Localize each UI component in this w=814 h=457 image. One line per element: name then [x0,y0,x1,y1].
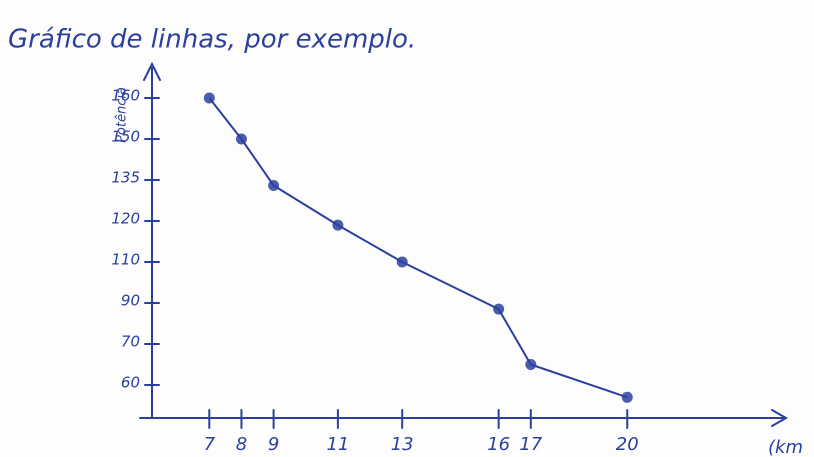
y-tick-label: 135 [111,169,140,187]
x-tick-label: 11 [326,434,349,455]
y-tick-label: 160 [111,87,140,105]
data-point [236,134,247,145]
chart: Gráfico de linhas, por exemplo. Potência… [0,0,814,457]
x-axis-label: (km [768,437,803,457]
y-tick-label: 150 [111,128,140,146]
y-tick-label: 110 [111,251,140,269]
x-tick-label: 8 [236,434,247,455]
y-axis [144,64,160,418]
x-tick-label: 20 [616,434,639,455]
data-point [204,93,215,104]
data-point [622,392,633,403]
y-tick-label: 60 [121,374,140,392]
data-point [268,180,279,191]
page: Gráfico de linhas, por exemplo. Potência… [0,0,814,457]
y-tick-label: 90 [121,292,140,310]
chart-title: Gráfico de linhas, por exemplo. [8,25,416,55]
x-tick-label: 7 [204,434,216,455]
data-point [493,304,504,315]
y-tick-label: 70 [121,333,140,351]
data-point [397,257,408,268]
y-tick-label: 120 [111,210,140,228]
data-point [332,220,343,231]
x-tick-label: 9 [268,434,279,455]
x-tick-label: 17 [519,434,542,455]
x-axis [140,410,786,426]
x-tick-label: 13 [391,434,414,455]
data-line [209,98,627,397]
data-point [525,359,536,370]
x-tick-label: 16 [487,434,510,455]
